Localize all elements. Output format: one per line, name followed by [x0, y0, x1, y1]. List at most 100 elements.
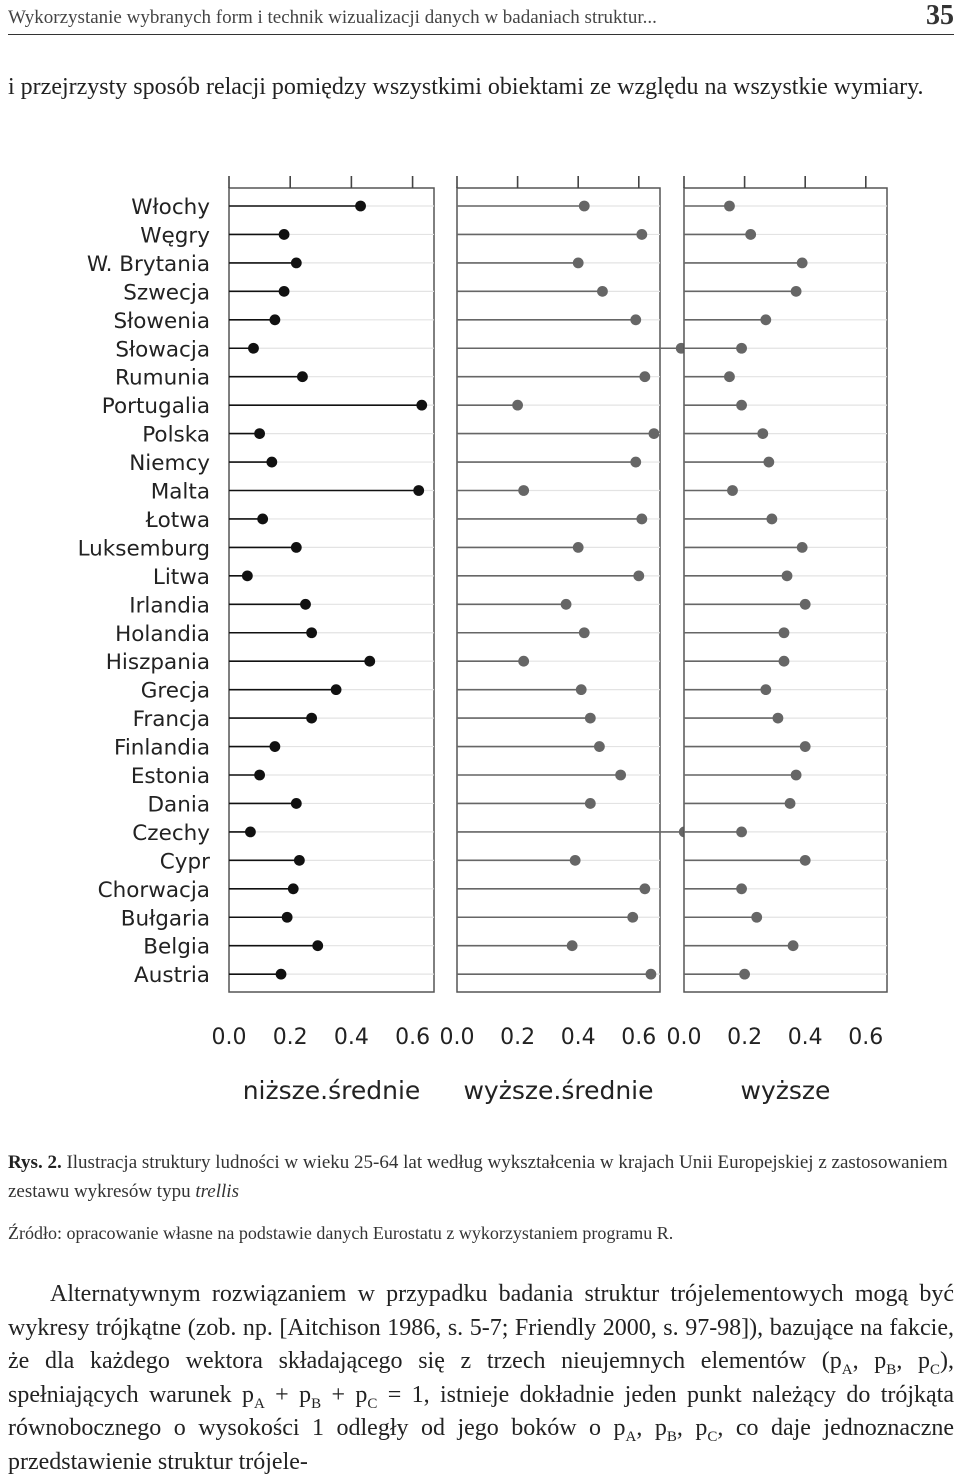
data-point — [778, 627, 790, 639]
country-label: Bułgaria — [121, 906, 210, 931]
data-point — [312, 940, 324, 952]
data-point — [578, 200, 590, 212]
data-point — [778, 655, 790, 667]
data-point — [745, 229, 757, 240]
country-label: Luksemburg — [78, 536, 210, 561]
data-point — [518, 485, 530, 496]
data-point — [269, 741, 281, 752]
data-point — [594, 741, 605, 752]
caption-label: Rys. 2. — [8, 1152, 62, 1173]
country-label: Litwa — [153, 565, 210, 590]
data-point — [290, 542, 302, 553]
data-point — [799, 598, 811, 610]
data-point — [787, 940, 799, 952]
data-point — [512, 399, 523, 411]
data-point — [645, 968, 657, 980]
x-tick-label: 0.2 — [500, 1025, 535, 1050]
data-point — [306, 712, 318, 724]
country-label: Austria — [134, 963, 210, 988]
country-label: Słowacja — [115, 337, 210, 362]
panel-title: niższe.średnie — [243, 1076, 421, 1105]
trellis-figure: 0.0 0.2 0.4 0.6 niższe.średnie 0.0 0.2 0.4 0.6 wy… — [78, 176, 888, 1105]
data-point — [736, 399, 747, 411]
data-point — [518, 655, 530, 667]
country-label: Cypr — [160, 849, 210, 874]
data-point — [760, 684, 772, 696]
running-header: Wykorzystanie wybranych form i technik w… — [8, 0, 954, 35]
data-point — [275, 968, 287, 980]
country-label: Włochy — [131, 195, 210, 220]
data-point — [763, 456, 775, 468]
data-point — [572, 257, 584, 269]
data-point — [254, 428, 265, 439]
data-point — [636, 229, 648, 240]
data-point — [796, 542, 808, 553]
data-point — [287, 883, 299, 895]
country-label: Węgry — [140, 223, 210, 248]
x-tick-label: 0.2 — [273, 1025, 308, 1050]
data-point — [727, 485, 738, 496]
data-point — [639, 883, 651, 895]
data-point — [584, 712, 596, 724]
data-point — [293, 854, 305, 866]
x-tick-label: 0.4 — [561, 1025, 596, 1050]
country-label: W. Brytania — [87, 252, 210, 277]
caption-text: Ilustracja struktury ludności w wieku 25… — [8, 1152, 948, 1202]
data-point — [355, 200, 366, 212]
data-point — [248, 342, 259, 354]
data-point — [281, 911, 293, 923]
intro-paragraph: i przejrzysty sposób relacji pomiędzy ws… — [8, 74, 924, 100]
panel-frame — [683, 187, 888, 993]
data-point — [630, 456, 642, 468]
country-label: Estonia — [131, 764, 210, 789]
data-point — [569, 854, 581, 866]
data-point — [736, 826, 747, 838]
panel-title: wyższe — [741, 1076, 831, 1105]
x-tick-label: 0.0 — [440, 1025, 475, 1050]
data-point — [799, 854, 811, 866]
caption-term: trellis — [195, 1181, 239, 1202]
x-tick-label: 0.2 — [727, 1025, 762, 1050]
data-point — [578, 627, 590, 639]
data-point — [306, 627, 318, 639]
data-point — [751, 911, 763, 923]
data-point — [330, 684, 342, 696]
data-point — [254, 769, 265, 781]
data-point — [772, 712, 784, 724]
country-label: Niemcy — [129, 451, 210, 476]
data-point — [627, 911, 639, 923]
country-label: Grecja — [141, 679, 210, 704]
data-point — [739, 968, 750, 980]
x-tick-label: 0.4 — [334, 1025, 369, 1050]
x-tick-label: 0.6 — [395, 1025, 430, 1050]
country-label: Irlandia — [129, 593, 210, 618]
country-label: Francja — [133, 707, 210, 732]
data-point — [597, 285, 608, 297]
country-label: Czechy — [132, 821, 210, 846]
panel-frame — [228, 187, 435, 993]
country-label: Portugalia — [102, 394, 210, 419]
data-point — [364, 655, 376, 667]
running-header-title: Wykorzystanie wybranych form i technik w… — [8, 7, 657, 28]
data-point — [278, 285, 290, 297]
data-point — [760, 314, 772, 326]
data-point — [781, 570, 793, 582]
data-point — [790, 285, 802, 297]
country-label: Chorwacja — [98, 878, 210, 903]
x-tick-label: 0.6 — [621, 1025, 656, 1050]
data-point — [636, 513, 648, 525]
data-point — [241, 570, 253, 582]
data-point — [784, 798, 796, 809]
data-point — [630, 314, 642, 326]
data-point — [257, 513, 269, 525]
country-label: Holandia — [115, 622, 210, 647]
data-point — [266, 456, 278, 468]
data-point — [416, 399, 428, 411]
country-label: Hiszpania — [106, 650, 210, 675]
data-point — [560, 598, 572, 610]
data-point — [584, 798, 596, 809]
country-label: Słowenia — [114, 309, 211, 334]
data-point — [615, 769, 627, 781]
x-tick-label: 0.6 — [848, 1025, 883, 1050]
data-point — [300, 598, 311, 610]
